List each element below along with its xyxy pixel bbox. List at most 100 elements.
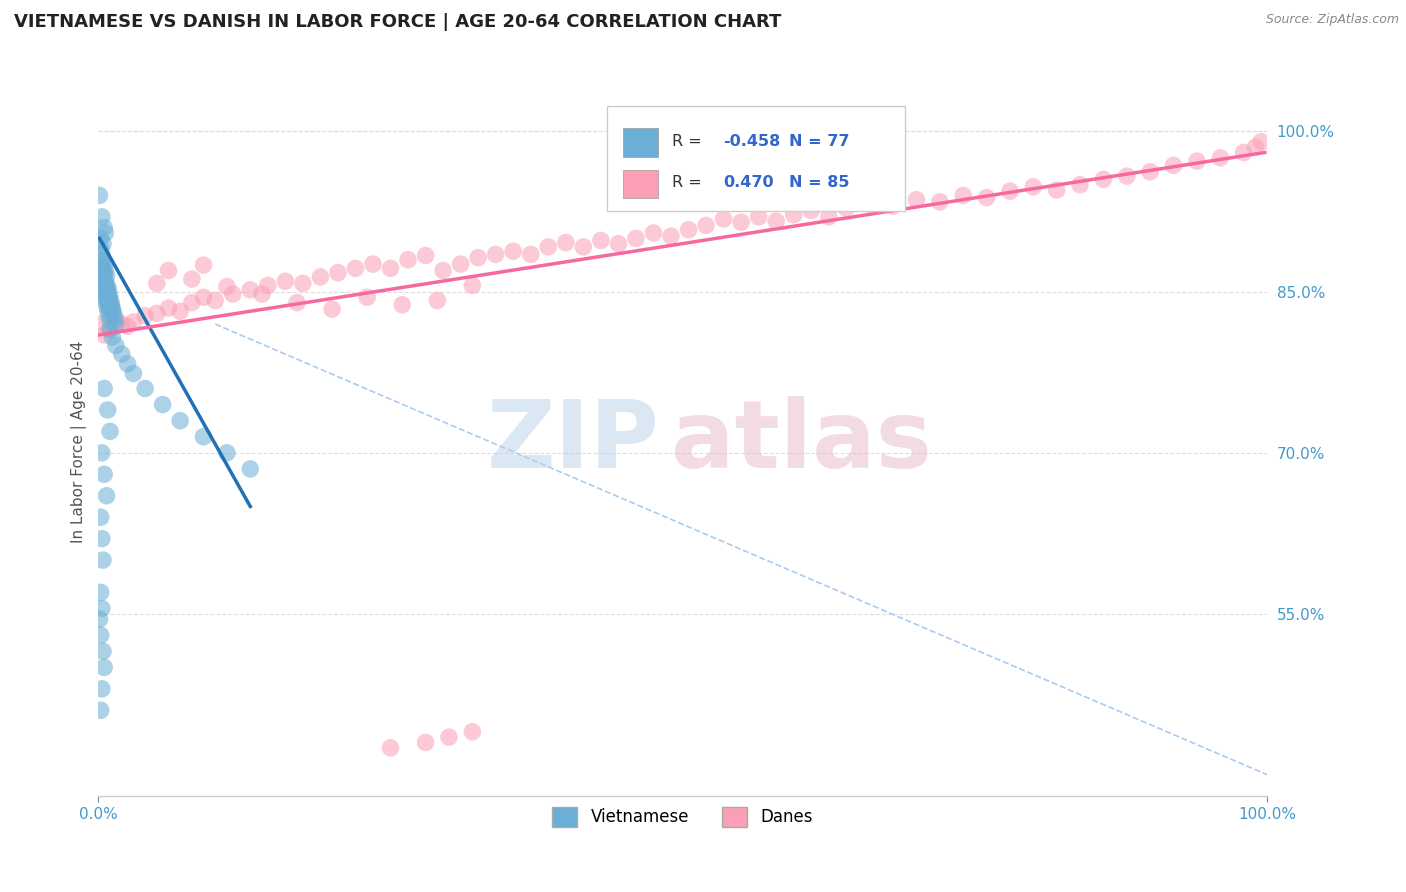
Point xyxy=(180,272,202,286)
Point xyxy=(309,269,332,284)
Point xyxy=(678,223,700,237)
Point xyxy=(800,203,823,218)
Point xyxy=(97,279,120,293)
Point xyxy=(193,290,215,304)
Text: -0.458: -0.458 xyxy=(724,134,780,149)
Point xyxy=(98,322,121,336)
Point xyxy=(94,285,117,299)
Point xyxy=(1022,179,1045,194)
Point xyxy=(1069,178,1091,192)
Text: atlas: atlas xyxy=(671,396,932,488)
Point xyxy=(91,261,114,276)
Point xyxy=(321,302,343,317)
Point xyxy=(169,414,191,428)
Point xyxy=(589,234,612,248)
Point xyxy=(415,735,437,749)
Point xyxy=(122,367,145,381)
Point xyxy=(93,467,115,482)
FancyBboxPatch shape xyxy=(623,128,658,157)
Point xyxy=(215,279,238,293)
Point xyxy=(103,306,125,320)
Point xyxy=(450,257,472,271)
FancyBboxPatch shape xyxy=(607,106,904,211)
Point xyxy=(193,430,215,444)
Point xyxy=(1046,183,1069,197)
Point xyxy=(93,660,115,674)
Point xyxy=(90,263,112,277)
Text: ZIP: ZIP xyxy=(486,396,659,488)
Point xyxy=(117,319,139,334)
Text: N = 85: N = 85 xyxy=(789,175,849,190)
Point xyxy=(380,740,402,755)
Point xyxy=(97,287,120,301)
Point xyxy=(204,293,226,308)
Point xyxy=(90,210,112,224)
Point xyxy=(952,188,974,202)
Point xyxy=(643,226,665,240)
Point xyxy=(730,215,752,229)
Point xyxy=(96,268,118,283)
Point xyxy=(90,703,112,717)
Point xyxy=(415,248,437,262)
Point xyxy=(90,532,112,546)
Point xyxy=(537,240,560,254)
Point xyxy=(98,322,121,336)
Point xyxy=(380,261,402,276)
Point xyxy=(783,208,806,222)
Point xyxy=(101,330,124,344)
Point xyxy=(90,247,112,261)
Point xyxy=(104,311,127,326)
Point xyxy=(134,382,156,396)
Point xyxy=(93,382,115,396)
Point xyxy=(215,446,238,460)
Point xyxy=(101,301,124,315)
Point xyxy=(97,285,120,299)
Point xyxy=(882,199,904,213)
Point xyxy=(291,277,314,291)
Point xyxy=(695,219,717,233)
Point xyxy=(1115,169,1137,183)
Point xyxy=(344,261,367,276)
Point xyxy=(98,295,121,310)
Point xyxy=(97,303,120,318)
Point xyxy=(250,287,273,301)
Legend: Vietnamese, Danes: Vietnamese, Danes xyxy=(546,800,820,834)
Point xyxy=(94,226,117,240)
Point xyxy=(659,229,682,244)
Point xyxy=(90,628,112,642)
Point xyxy=(104,338,127,352)
Point xyxy=(96,290,118,304)
Point xyxy=(572,240,595,254)
Point xyxy=(607,236,630,251)
Point xyxy=(89,188,111,202)
Point xyxy=(485,247,508,261)
FancyBboxPatch shape xyxy=(623,169,658,198)
Point xyxy=(111,317,134,331)
Point xyxy=(169,304,191,318)
Point xyxy=(157,301,180,315)
Point xyxy=(90,242,112,256)
Text: N = 77: N = 77 xyxy=(789,134,849,149)
Point xyxy=(285,295,308,310)
Point xyxy=(98,314,121,328)
Point xyxy=(101,304,124,318)
Point xyxy=(765,214,787,228)
Point xyxy=(89,317,111,331)
Point xyxy=(91,268,114,283)
Point xyxy=(426,293,449,308)
Text: R =: R = xyxy=(672,134,707,149)
Point xyxy=(93,220,115,235)
Point xyxy=(713,212,735,227)
Point xyxy=(256,278,278,293)
Point xyxy=(97,309,120,323)
Point xyxy=(93,327,115,342)
Point xyxy=(361,257,384,271)
Point xyxy=(94,274,117,288)
Point xyxy=(100,300,122,314)
Point xyxy=(976,190,998,204)
Point xyxy=(93,268,115,282)
Point xyxy=(91,644,114,658)
Point xyxy=(98,290,121,304)
Point xyxy=(1185,154,1208,169)
Point xyxy=(1233,145,1256,160)
